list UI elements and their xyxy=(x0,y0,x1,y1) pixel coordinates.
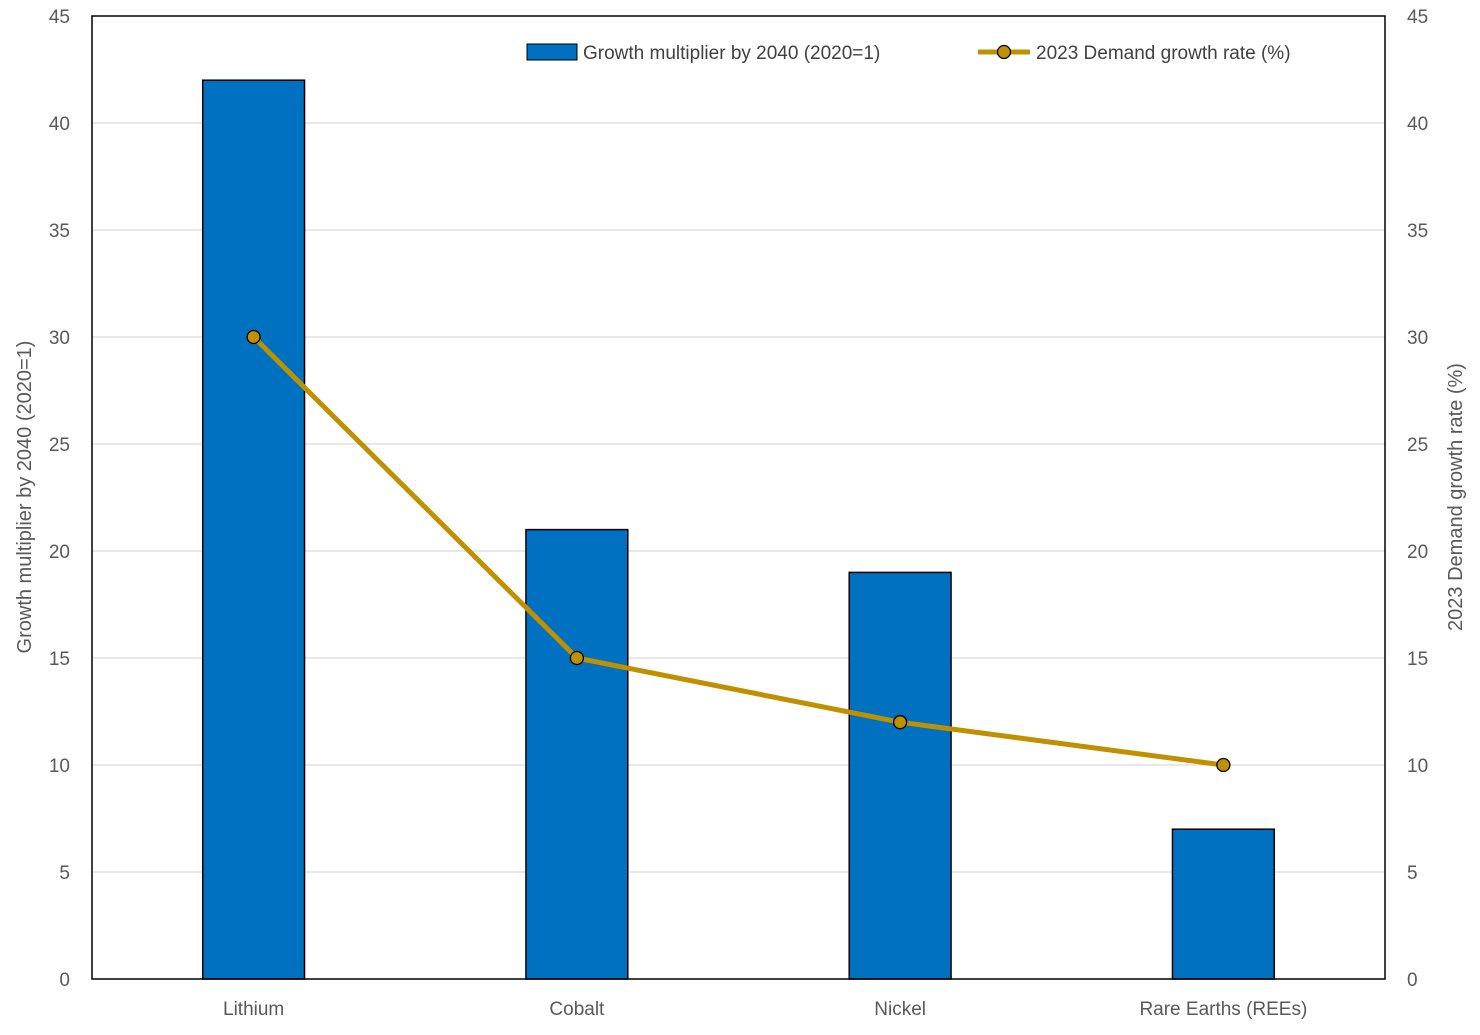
plot-frame xyxy=(91,15,1386,980)
category-labels: Lithium Cobalt Nickel Rare Earths (REEs) xyxy=(223,999,1307,1020)
legend: Growth multiplier by 2040 (2020=1) 2023 … xyxy=(526,43,1291,64)
category-label: Lithium xyxy=(223,999,284,1020)
left-tick-label: 15 xyxy=(49,649,70,670)
left-tick-label: 25 xyxy=(49,435,70,456)
right-axis-title: 2023 Demand growth rate (%) xyxy=(1445,363,1467,631)
line-point xyxy=(569,650,585,666)
line-point xyxy=(892,715,908,730)
right-tick-label: 35 xyxy=(1407,221,1428,242)
left-tick-label: 35 xyxy=(49,221,70,242)
line-series xyxy=(246,329,1231,773)
right-tick-label: 15 xyxy=(1407,649,1428,670)
right-tick-label: 20 xyxy=(1407,542,1428,563)
right-tick-label: 40 xyxy=(1407,114,1428,135)
right-axis-ticks: 0 5 10 15 20 25 30 35 40 45 xyxy=(1407,7,1428,991)
bar xyxy=(201,79,306,980)
left-tick-label: 0 xyxy=(59,970,70,991)
right-tick-label: 30 xyxy=(1407,328,1428,349)
right-tick-label: 0 xyxy=(1407,970,1418,991)
legend-bar-swatch xyxy=(526,43,578,61)
line-point xyxy=(1216,757,1231,773)
left-tick-label: 45 xyxy=(49,7,70,28)
gridlines xyxy=(92,122,1385,873)
line-point xyxy=(246,329,261,345)
bar-series xyxy=(201,79,1276,980)
left-tick-label: 5 xyxy=(59,863,70,884)
left-tick-label: 40 xyxy=(49,114,70,135)
bar xyxy=(848,571,952,980)
legend-line-label: 2023 Demand growth rate (%) xyxy=(1036,43,1291,64)
category-label: Rare Earths (REEs) xyxy=(1139,999,1307,1020)
right-tick-label: 10 xyxy=(1407,756,1428,777)
legend-bar-label: Growth multiplier by 2040 (2020=1) xyxy=(583,43,880,64)
left-axis-title: Growth multiplier by 2040 (2020=1) xyxy=(14,341,36,654)
right-tick-label: 25 xyxy=(1407,435,1428,456)
plot-border xyxy=(91,15,1386,980)
bar xyxy=(1171,828,1276,980)
legend-line-marker xyxy=(996,44,1012,60)
bar xyxy=(525,528,629,980)
left-tick-label: 30 xyxy=(49,328,70,349)
left-tick-label: 10 xyxy=(49,756,70,777)
left-tick-label: 20 xyxy=(49,542,70,563)
category-label: Nickel xyxy=(874,999,926,1020)
right-tick-label: 5 xyxy=(1407,863,1418,884)
right-tick-label: 45 xyxy=(1407,7,1428,28)
series-line xyxy=(251,334,1226,768)
category-label: Cobalt xyxy=(549,999,605,1020)
left-axis-ticks: 0 5 10 15 20 25 30 35 40 45 xyxy=(49,7,70,991)
